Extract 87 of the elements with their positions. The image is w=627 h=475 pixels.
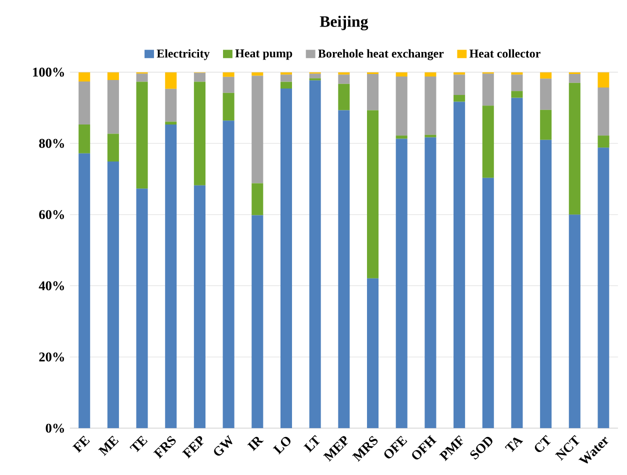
bar <box>540 72 552 79</box>
bar <box>396 72 408 76</box>
bar <box>367 74 379 110</box>
bar <box>194 82 206 186</box>
bar <box>482 74 494 106</box>
bar <box>568 214 580 428</box>
x-tick-label: CT <box>534 435 551 452</box>
bar <box>78 81 90 124</box>
legend-label: Heat collector <box>470 49 540 58</box>
bar <box>280 74 292 82</box>
bar <box>338 110 350 428</box>
bar <box>165 88 177 122</box>
y-tick-label: 20% <box>39 352 64 362</box>
x-tick-label: ME <box>98 436 119 456</box>
x-tick-label: GW <box>214 435 232 456</box>
bar <box>338 84 350 110</box>
y-tick-label: 100% <box>33 68 64 77</box>
bar <box>598 87 610 136</box>
bar <box>511 91 523 98</box>
bar <box>396 136 408 139</box>
legend-label: Heat pump <box>235 49 292 60</box>
bar <box>367 110 379 278</box>
x-tick-label: FE <box>72 436 90 453</box>
bar <box>165 122 177 124</box>
bar <box>454 94 466 102</box>
bar <box>396 76 408 136</box>
bar <box>540 110 552 140</box>
y-tick-label: 40% <box>38 281 64 290</box>
bar <box>367 278 379 428</box>
bar <box>136 82 148 189</box>
bar <box>568 82 580 215</box>
bar <box>222 92 234 121</box>
bar <box>482 106 494 178</box>
bar <box>424 76 436 135</box>
bar <box>454 74 466 95</box>
legend-label: Borehole heat exchanger <box>318 49 444 60</box>
bar <box>107 80 119 134</box>
bar <box>424 72 436 76</box>
x-tick-label: TA <box>504 438 524 452</box>
bar <box>454 102 466 428</box>
bar <box>222 72 234 77</box>
bar <box>194 185 206 428</box>
bar <box>598 72 610 88</box>
bar <box>568 74 580 83</box>
bar <box>194 72 206 82</box>
bar <box>309 80 321 428</box>
bar <box>136 188 148 428</box>
x-tick-label: LO <box>272 436 290 454</box>
bar <box>598 148 610 428</box>
bar <box>511 74 523 92</box>
bar <box>107 162 119 428</box>
x-tick-label: FRS <box>153 436 176 459</box>
bar <box>165 72 177 89</box>
bar <box>280 88 292 428</box>
bar <box>424 137 436 428</box>
chart-title: Beijing <box>320 16 368 30</box>
bar <box>222 76 234 93</box>
bar <box>136 74 148 82</box>
bar <box>165 124 177 428</box>
x-tick-label: IR <box>247 436 264 452</box>
bar <box>78 124 90 154</box>
legend-label: Electricity <box>156 49 210 60</box>
bar <box>598 136 610 148</box>
x-tick-label: TE <box>130 436 148 452</box>
bar <box>540 140 552 428</box>
bar <box>511 98 523 428</box>
bar <box>252 183 264 216</box>
y-tick-label: 60% <box>39 210 64 220</box>
bar <box>107 72 119 80</box>
bar <box>540 78 552 110</box>
bar <box>309 74 321 78</box>
bar <box>396 138 408 428</box>
bar <box>78 153 90 428</box>
bar <box>252 76 264 184</box>
bar <box>252 215 264 428</box>
y-tick-label: 0% <box>46 424 64 433</box>
bar <box>482 178 494 428</box>
bar <box>222 120 234 428</box>
bar <box>280 82 292 89</box>
bar <box>107 134 119 162</box>
bar <box>78 72 90 82</box>
bar <box>338 74 350 84</box>
x-tick-label: FEP <box>182 436 204 458</box>
y-tick-label: 80% <box>39 138 64 148</box>
bar <box>424 134 436 138</box>
bar <box>252 72 264 76</box>
x-tick-label: LT <box>304 434 320 452</box>
